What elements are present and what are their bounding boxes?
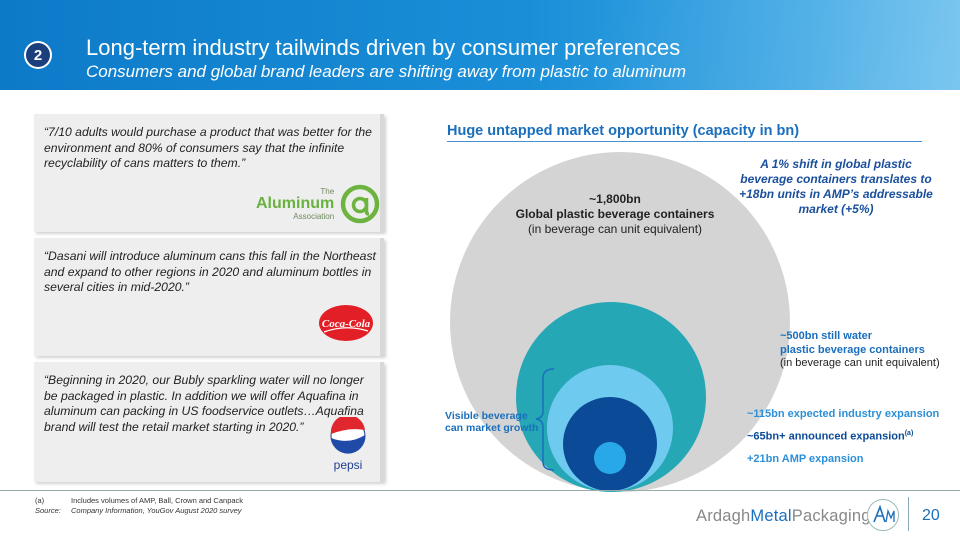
footnote-key: (a) [35, 496, 45, 505]
quote-text: “7/10 adults would purchase a product th… [44, 125, 372, 170]
water-label-line1: ~500bn still water [780, 330, 873, 342]
section-badge: 2 [24, 41, 52, 69]
footnote-source: Source: Company Information, YouGov Augus… [35, 506, 242, 515]
amp-expansion-label: +21bn AMP expansion [747, 453, 864, 465]
announced-expansion-footnote-ref: (a) [904, 430, 914, 437]
logo-text-the: The [320, 186, 335, 196]
visible-growth-bracket [535, 368, 555, 471]
wordmark-part-ardagh: Ardagh [696, 507, 751, 525]
header-band: 2 Long-term industry tailwinds driven by… [0, 0, 960, 90]
svg-text:Coca-Cola: Coca-Cola [322, 318, 371, 330]
announced-expansion-label: ~65bn+ announced expansion(a) [747, 430, 913, 443]
quote-panel-coca-cola: “Dasani will introduce aluminum cans thi… [34, 238, 384, 356]
shift-note: A 1% shift in global plastic beverage co… [739, 157, 933, 216]
footnote-text: Includes volumes of AMP, Ball, Crown and… [71, 496, 244, 505]
ardagh-wordmark: ArdaghMetalPackaging [696, 507, 871, 526]
section-number: 2 [26, 43, 50, 67]
quote-panel-pepsi: “Beginning in 2020, our Bubly sparkling … [34, 362, 384, 482]
logo-text-aluminum: Aluminum [256, 194, 335, 212]
visible-growth-label: Visible beverage can market growth [445, 410, 538, 434]
big-circle-note: (in beverage can unit equivalent) [527, 222, 703, 236]
quote-text: “Dasani will introduce aluminum cans thi… [44, 249, 376, 294]
page-subtitle: Consumers and global brand leaders are s… [86, 62, 687, 81]
wordmark-part-metal: Metal [750, 507, 792, 525]
footnote-text: Company Information, YouGov August 2020 … [71, 506, 242, 515]
visible-growth-line2: can market growth [445, 422, 539, 434]
water-label-line2: plastic beverage containers [780, 343, 925, 356]
big-circle-label: ~1,800bn Global plastic beverage contain… [500, 192, 730, 237]
page-number-separator [908, 497, 909, 531]
wordmark-part-packaging: Packaging [791, 507, 871, 525]
water-label: ~500bn still water plastic beverage cont… [780, 330, 940, 371]
chart-title-rule [447, 141, 922, 142]
expected-expansion-label: ~115bn expected industry expansion [747, 408, 940, 420]
chart-title: Huge untapped market opportunity (capaci… [447, 123, 800, 139]
page-title: Long-term industry tailwinds driven by c… [86, 35, 681, 60]
amp-monogram-logo [867, 499, 899, 531]
announced-expansion-text: ~65bn+ announced expansion [747, 430, 905, 443]
logo-text-association: Association [293, 211, 335, 221]
footnote-key: Source: [35, 506, 61, 515]
quote-panel-aluminum: “7/10 adults would purchase a product th… [34, 114, 384, 232]
big-circle-value: ~1,800bn [589, 192, 641, 206]
footer-rule [0, 490, 960, 491]
pepsi-wordmark: pepsi [333, 458, 363, 472]
water-label-line3: (in beverage can unit equivalent) [780, 357, 940, 369]
pepsi-logo: pepsi [326, 414, 370, 472]
bubble-amp-expansion [594, 442, 626, 474]
visible-growth-line1: Visible beverage [445, 410, 528, 422]
aluminum-association-a-icon [340, 184, 380, 224]
footnote-a: (a) Includes volumes of AMP, Ball, Crown … [35, 496, 243, 505]
page-number: 20 [922, 507, 940, 524]
quote-text: “Beginning in 2020, our Bubly sparkling … [44, 373, 364, 434]
coca-cola-logo: Coca-Cola [319, 305, 373, 341]
aluminum-association-logo: The Aluminum Association [256, 184, 380, 224]
big-circle-desc: Global plastic beverage containers [515, 207, 715, 221]
pepsi-globe-logo [330, 414, 366, 454]
